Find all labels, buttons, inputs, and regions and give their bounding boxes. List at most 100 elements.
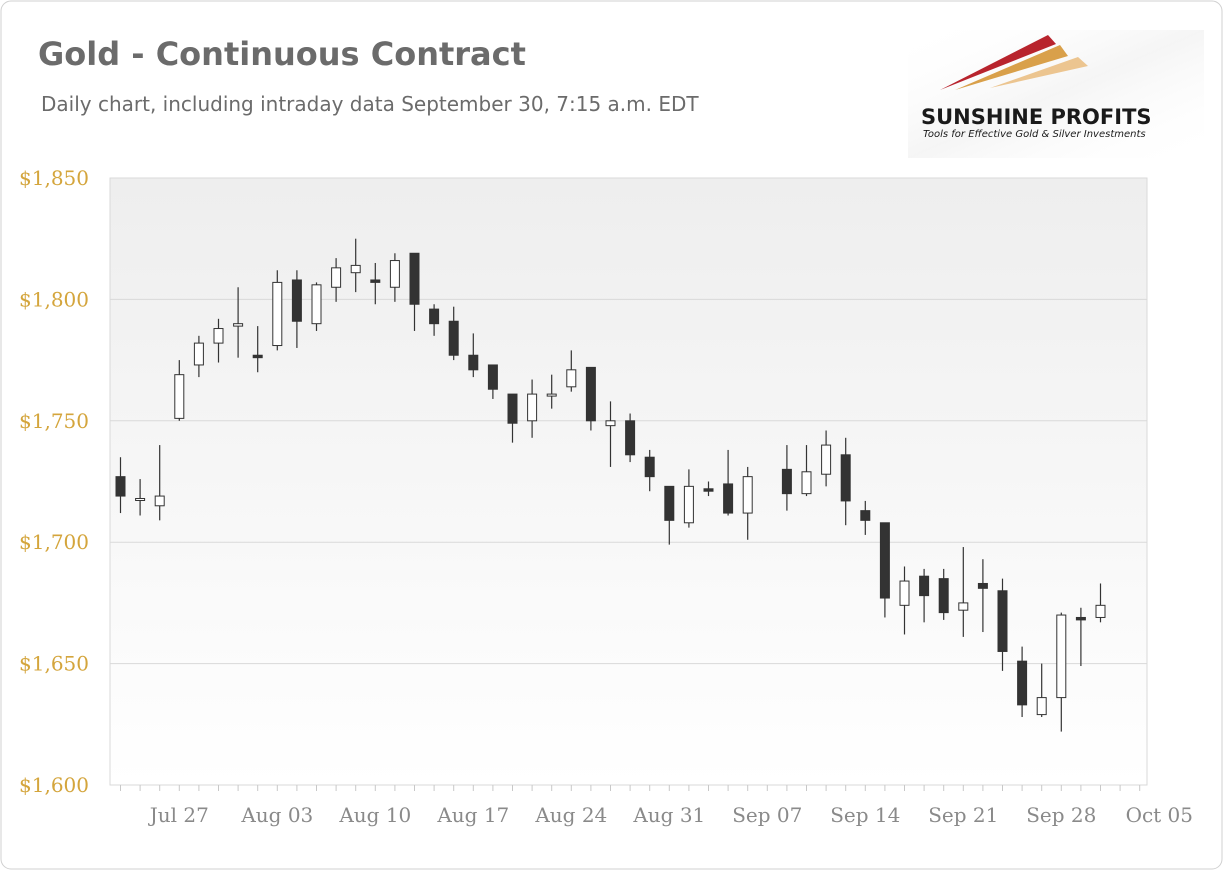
candle-body-down <box>507 393 518 424</box>
candle <box>860 500 871 535</box>
candle <box>821 430 832 487</box>
candle-body-up <box>389 260 400 288</box>
candle <box>409 252 420 331</box>
candle <box>468 333 479 378</box>
candle-body-up <box>1056 614 1067 699</box>
candle-body-down <box>644 456 655 478</box>
candle-body-down <box>1075 616 1086 621</box>
candle-body-down <box>448 320 459 356</box>
candle <box>644 449 655 492</box>
candle <box>997 578 1008 671</box>
candle <box>801 445 812 497</box>
candle-body-up <box>683 485 694 524</box>
candle-body-down <box>997 590 1008 652</box>
candle-body-up <box>174 374 185 419</box>
candle-body-down <box>860 510 871 521</box>
candle-body-up <box>331 267 342 288</box>
x-tick-label: Sep 21 <box>928 803 998 827</box>
candle <box>1017 646 1028 718</box>
candle <box>664 485 675 545</box>
candle-body-down <box>291 279 302 322</box>
candle <box>448 306 459 361</box>
candle-body-up <box>1036 697 1047 716</box>
candle <box>1056 612 1067 732</box>
candle-body-up <box>958 602 969 611</box>
candle <box>938 568 949 620</box>
candle <box>154 445 165 521</box>
candle <box>781 445 792 511</box>
candle-body-down <box>879 522 890 599</box>
candle <box>115 457 126 514</box>
plot-area <box>109 177 1148 786</box>
candle-body-down <box>977 582 988 589</box>
x-tick-label: Oct 05 <box>1126 803 1193 827</box>
candle-body-down <box>1017 660 1028 706</box>
candle <box>213 318 224 363</box>
candles <box>115 238 1106 732</box>
candle <box>919 568 930 623</box>
candle-body-up <box>154 495 165 507</box>
candle <box>723 449 734 516</box>
candle <box>350 238 361 293</box>
candle <box>135 479 146 516</box>
candle <box>879 522 890 618</box>
candle <box>370 262 381 305</box>
candle <box>1075 607 1086 667</box>
candle-body-up <box>546 393 557 397</box>
candle <box>605 401 616 467</box>
y-tick-label: $1,650 <box>19 652 89 676</box>
candle-body-up <box>899 580 910 606</box>
candle-body-down <box>115 476 126 497</box>
candle-body-up <box>311 284 322 325</box>
logo: SUNSHINE PROFITS Tools for Effective Gol… <box>908 30 1204 158</box>
candle <box>566 350 577 392</box>
candle-body-down <box>840 454 851 502</box>
x-tick-label: Aug 03 <box>240 803 313 827</box>
candle <box>742 466 753 540</box>
candle-body-down <box>938 578 949 614</box>
candle-body-up <box>821 444 832 475</box>
candle-body-down <box>703 488 714 492</box>
candle-body-down <box>664 485 675 521</box>
x-tick-label: Jul 27 <box>148 803 209 827</box>
y-tick-label: $1,750 <box>19 409 89 433</box>
candle-body-up <box>605 420 616 427</box>
y-axis: $1,600 $1,650 $1,700 $1,750 $1,800 $1,850 <box>19 166 89 797</box>
x-tick-label: Aug 10 <box>338 803 411 827</box>
candle-body-up <box>1095 604 1106 618</box>
candle <box>840 437 851 526</box>
candle <box>683 469 694 528</box>
y-tick-label: $1,850 <box>19 166 89 190</box>
chart-subtitle: Daily chart, including intraday data Sep… <box>41 92 699 116</box>
candle <box>272 270 283 351</box>
candle-body-down <box>468 354 479 371</box>
candle-body-down <box>585 366 596 422</box>
candle-body-up <box>135 497 146 501</box>
y-tick-label: $1,800 <box>19 287 89 311</box>
candle-body-up <box>742 476 753 514</box>
candle-body-up <box>233 323 244 327</box>
logo-tagline: Tools for Effective Gold & Silver Invest… <box>923 129 1146 140</box>
candle <box>527 379 538 438</box>
candle <box>174 360 185 421</box>
candle <box>233 287 244 358</box>
candle <box>1036 663 1047 718</box>
x-tick-label: Sep 28 <box>1026 803 1096 827</box>
x-axis: Jul 27 Aug 03 Aug 10 Aug 17 Aug 24 Aug 31 Sep … <box>120 785 1193 827</box>
candle <box>625 413 636 463</box>
candle <box>546 374 557 409</box>
candle <box>331 258 342 302</box>
chart-title: Gold - Continuous Contract <box>38 35 526 73</box>
candle-body-down <box>370 279 381 283</box>
candle-body-down <box>252 354 263 359</box>
candle <box>977 559 988 633</box>
candle <box>899 566 910 635</box>
logo-name: SUNSHINE PROFITS <box>921 105 1152 129</box>
x-tick-label: Aug 31 <box>632 803 705 827</box>
candle-body-down <box>409 252 420 305</box>
candle <box>429 304 440 336</box>
candle-body-down <box>487 364 498 390</box>
candle-body-down <box>625 420 636 456</box>
logo-rays-icon <box>940 35 1088 90</box>
